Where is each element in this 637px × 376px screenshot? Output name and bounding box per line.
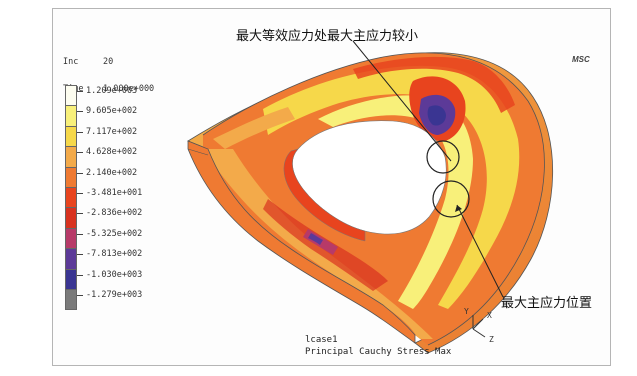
bottom-annotation-label: 最大主应力位置 [501,296,593,311]
legend-tick-label: -2.836e+002 [86,208,143,219]
legend-tick-label: 7.117e+002 [86,126,138,137]
time-value: 1.000e+000 [103,84,155,94]
legend-tick-mark [77,254,83,256]
legend-tick-mark [77,295,83,296]
caption-result-name: Principal Cauchy Stress Max [305,347,452,357]
legend-tick-label: -1.279e+003 [86,290,143,300]
legend-tick-mark [77,213,83,215]
legend-tick-mark [77,91,83,92]
legend-tick-mark [77,131,83,133]
caption-load-case: lcase1 [305,335,338,345]
axis-z-label: Z [489,335,494,344]
top-leader-line [352,40,452,162]
axis-y-label: Y [464,307,469,316]
left-end-face [187,140,416,344]
axis-x-label: X [487,311,492,320]
increment-label: Inc [63,57,79,67]
legend-tick-label: -5.325e+002 [86,228,143,239]
result-caption: lcase1 Principal Cauchy Stress Max [305,334,451,358]
legend-color-swatch [65,289,77,311]
legend-tick-mark [77,193,83,194]
top-annotation-label: 最大等效应力处最大主应力较小 [236,29,419,44]
legend-tick-mark [77,172,83,174]
legend-tick-mark [77,233,83,235]
legend-tick-label: 4.628e+002 [86,147,138,158]
legend-tick-label: -1.030e+003 [86,269,143,280]
legend-tick-label: 2.140e+002 [86,167,138,178]
legend-tick-mark [77,274,83,276]
stress-contour-model [187,40,554,354]
msc-logo: MSC [572,55,590,64]
min-principal-circle [426,140,460,174]
coordinate-triad [472,315,486,338]
legend-tick-mark [77,111,83,113]
increment-value: 20 [103,57,114,67]
legend-tick-label: -7.813e+002 [86,249,143,260]
legend-tick-label: 9.605e+002 [86,106,138,117]
legend-tick-label: -3.481e+001 [86,188,143,198]
legend-tick-label: 1.209e+003 [86,86,138,96]
legend-tick-mark [77,152,83,154]
bottom-leader-line [456,204,504,298]
increment-row: Inc 20 [63,58,154,67]
max-principal-circle [432,180,470,218]
